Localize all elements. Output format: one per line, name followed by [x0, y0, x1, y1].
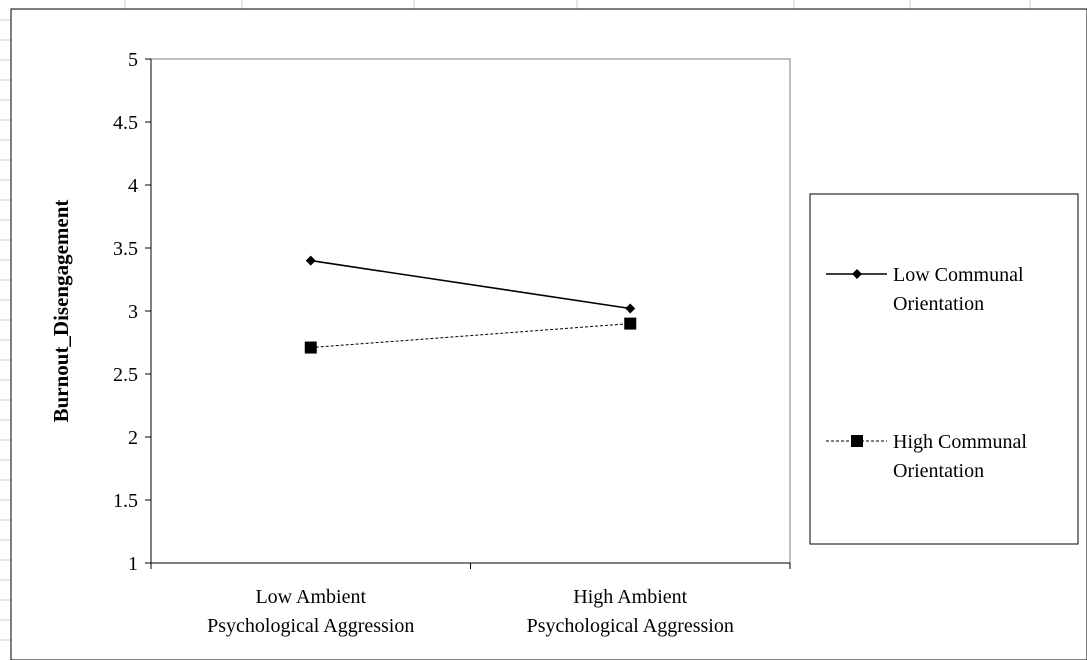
x-tick-label: Low Ambient [255, 586, 366, 608]
series-layer [304, 255, 637, 354]
series-line-2 [310, 323, 631, 349]
y-tick-label: 5 [128, 49, 138, 71]
legend-box [809, 193, 1079, 545]
diamond-marker [305, 255, 316, 266]
y-tick-label: 3.5 [113, 238, 138, 260]
diamond-marker [852, 269, 862, 279]
square-marker [624, 317, 637, 330]
y-axis-title: Burnout_Disengagement [49, 200, 73, 423]
y-tick-label: 1 [128, 553, 138, 575]
x-tick-label: Psychological Aggression [527, 615, 734, 637]
y-tick-label: 3 [128, 301, 138, 323]
x-axis: Low Ambient Psychological Aggression High … [150, 562, 791, 637]
x-tick-label: Psychological Aggression [207, 615, 414, 637]
legend-label: High Communal [893, 431, 1027, 453]
y-tick-label: 4 [128, 175, 138, 197]
legend: Low Communal Orientation High Communal Orie… [809, 193, 1079, 545]
plot-area-border [150, 58, 791, 564]
y-axis: 1 1.5 2 2.5 3 3.5 4 4.5 5 [113, 49, 152, 575]
y-tick-label: 2 [128, 427, 138, 449]
y-tick-label: 2.5 [113, 364, 138, 386]
x-tick-label: High Ambient [573, 586, 687, 608]
legend-label: Orientation [893, 460, 984, 482]
series-line-1 [310, 259, 631, 310]
legend-label: Orientation [893, 293, 984, 315]
y-tick-label: 1.5 [113, 490, 138, 512]
diamond-marker [625, 303, 636, 314]
square-marker [851, 435, 863, 447]
legend-label: Low Communal [893, 264, 1024, 286]
y-tick-label: 4.5 [113, 112, 138, 134]
square-marker [304, 341, 317, 354]
